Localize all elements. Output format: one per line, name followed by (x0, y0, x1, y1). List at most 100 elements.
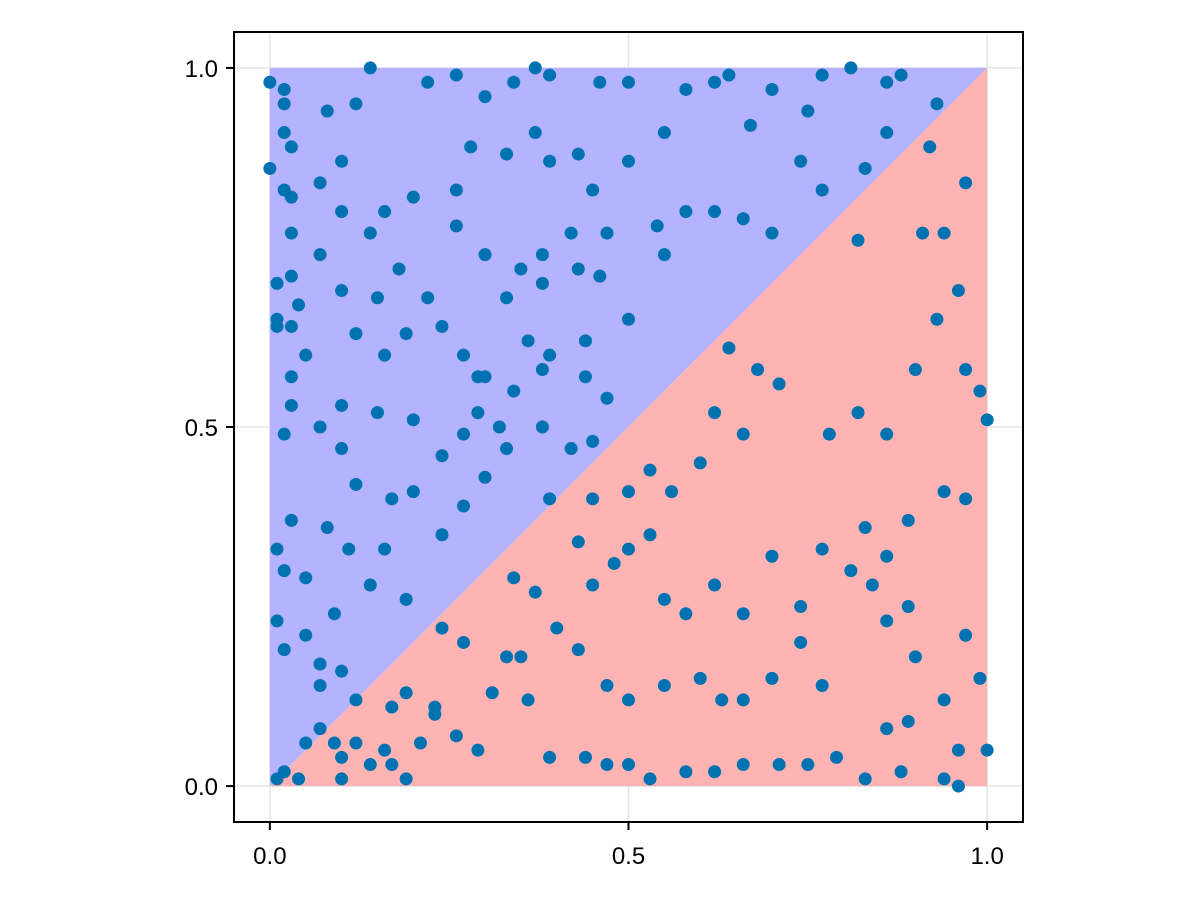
data-point (822, 427, 836, 441)
data-point (535, 248, 549, 262)
data-point (370, 291, 384, 305)
data-point (363, 61, 377, 75)
data-point (335, 664, 349, 678)
scatter-points (263, 61, 994, 793)
data-point (765, 671, 779, 685)
data-point (277, 126, 291, 140)
data-point (521, 334, 535, 348)
data-point (571, 535, 585, 549)
lower-region (269, 67, 988, 787)
data-point (500, 147, 514, 161)
data-point (378, 348, 392, 362)
data-point (815, 68, 829, 82)
data-point (622, 758, 635, 772)
data-point (457, 635, 471, 649)
data-point (679, 765, 693, 779)
data-point (270, 542, 284, 556)
data-point (435, 319, 449, 333)
data-point (736, 212, 750, 226)
data-point (421, 291, 435, 305)
data-point (313, 679, 327, 693)
data-point (335, 284, 349, 298)
data-point (880, 614, 894, 628)
data-point (736, 427, 750, 441)
data-point (564, 226, 578, 240)
data-point (543, 154, 557, 168)
data-point (471, 743, 485, 757)
data-point (794, 635, 808, 649)
data-point (830, 750, 844, 764)
data-point (363, 578, 377, 592)
data-point (959, 492, 973, 506)
data-point (349, 693, 363, 707)
data-point (277, 82, 291, 96)
data-point (528, 61, 542, 75)
data-point (600, 679, 614, 693)
data-point (514, 650, 528, 664)
data-point (794, 154, 808, 168)
data-point (406, 413, 420, 427)
data-point (535, 276, 549, 290)
y-tick-label: 0.0 (185, 774, 218, 801)
data-point (959, 363, 973, 377)
data-point (622, 75, 635, 89)
data-point (428, 700, 442, 714)
data-point (284, 513, 298, 527)
data-point (937, 485, 951, 499)
data-point (464, 140, 478, 154)
data-point (399, 772, 413, 786)
data-point (399, 327, 413, 341)
data-point (320, 521, 334, 535)
data-point (951, 284, 965, 298)
data-point (299, 628, 313, 642)
data-point (794, 600, 808, 614)
data-point (507, 571, 521, 585)
data-point (313, 722, 327, 736)
data-point (578, 334, 592, 348)
data-point (543, 68, 557, 82)
data-point (299, 571, 313, 585)
data-point (514, 262, 528, 276)
data-point (937, 226, 951, 240)
data-point (521, 693, 535, 707)
data-point (543, 348, 557, 362)
data-point (571, 262, 585, 276)
data-point (980, 413, 994, 427)
y-tick-labels: 0.0 0.5 1.0 (185, 56, 218, 801)
data-point (865, 578, 879, 592)
data-point (399, 592, 413, 606)
data-point (370, 406, 384, 420)
data-point (657, 592, 671, 606)
data-point (485, 686, 499, 700)
data-point (858, 521, 872, 535)
data-point (880, 549, 894, 563)
data-point (844, 564, 858, 578)
data-point (657, 248, 671, 262)
data-point (937, 772, 951, 786)
data-point (765, 82, 779, 96)
data-point (578, 370, 592, 384)
data-point (449, 729, 463, 743)
x-tick-label: 0.0 (253, 843, 286, 870)
data-point (959, 628, 973, 642)
data-point (313, 420, 327, 434)
data-point (457, 499, 471, 513)
data-point (679, 607, 693, 621)
data-point (335, 205, 349, 219)
data-point (284, 269, 298, 283)
data-point (270, 276, 284, 290)
data-point (378, 542, 392, 556)
data-point (299, 736, 313, 750)
data-point (392, 262, 406, 276)
data-point (564, 442, 578, 456)
data-point (421, 75, 435, 89)
data-point (593, 269, 607, 283)
data-point (500, 650, 514, 664)
data-point (507, 384, 521, 398)
data-point (722, 68, 736, 82)
data-point (708, 205, 722, 219)
data-point (500, 291, 514, 305)
data-point (406, 485, 420, 499)
y-tick-label: 1.0 (185, 56, 218, 83)
